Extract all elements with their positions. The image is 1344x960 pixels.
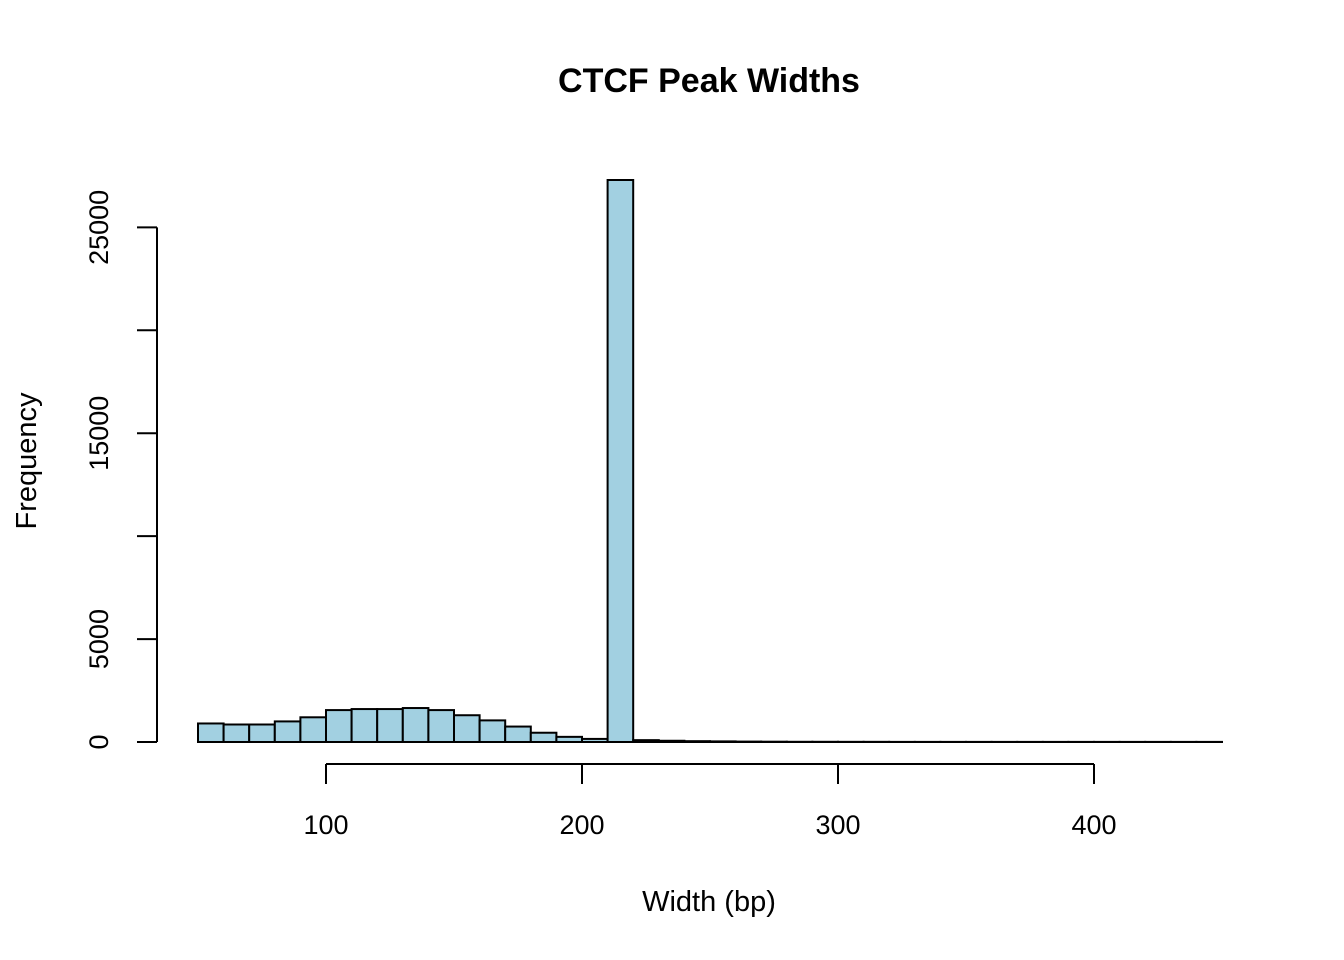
- histogram-bar: [273, 720, 302, 744]
- x-axis: 100 200 300 400: [303, 763, 1117, 840]
- y-tick-label: 0: [84, 734, 114, 749]
- histogram-bar: [376, 708, 404, 743]
- histogram-bar: [197, 722, 225, 744]
- histogram-bar: [222, 723, 251, 743]
- histogram-bar: [529, 731, 558, 744]
- histogram-bar: [299, 716, 327, 743]
- histogram-bar: [632, 739, 660, 744]
- x-tick-label: 100: [303, 810, 348, 840]
- histogram-bar: [427, 709, 455, 743]
- histogram-bar: [325, 709, 353, 743]
- histogram-bar: [555, 735, 584, 743]
- histogram-bar: [504, 725, 532, 743]
- histogram-bar: [478, 719, 507, 744]
- histogram-bar: [401, 707, 430, 743]
- histogram-bar: [606, 179, 635, 743]
- x-axis-title: Width (bp): [642, 886, 776, 918]
- y-tick-label: 15000: [84, 396, 114, 471]
- y-axis: 0 5000 15000 25000: [84, 190, 158, 750]
- histogram-bar: [453, 714, 481, 744]
- x-tick-label: 400: [1071, 810, 1116, 840]
- bars-layer: [197, 179, 1224, 744]
- histogram-bar: [581, 737, 609, 744]
- y-tick-label: 5000: [84, 609, 114, 669]
- histogram-bar: [248, 723, 276, 743]
- histogram-bar: [350, 708, 379, 743]
- x-tick-label: 200: [559, 810, 604, 840]
- y-tick-label: 25000: [84, 190, 114, 265]
- histogram-bar: [657, 739, 686, 743]
- y-axis-title: Frequency: [11, 392, 43, 530]
- histogram-bar: [709, 740, 737, 744]
- x-tick-label: 300: [815, 810, 860, 840]
- chart-title: CTCF Peak Widths: [558, 62, 860, 100]
- histogram-bar: [683, 740, 712, 744]
